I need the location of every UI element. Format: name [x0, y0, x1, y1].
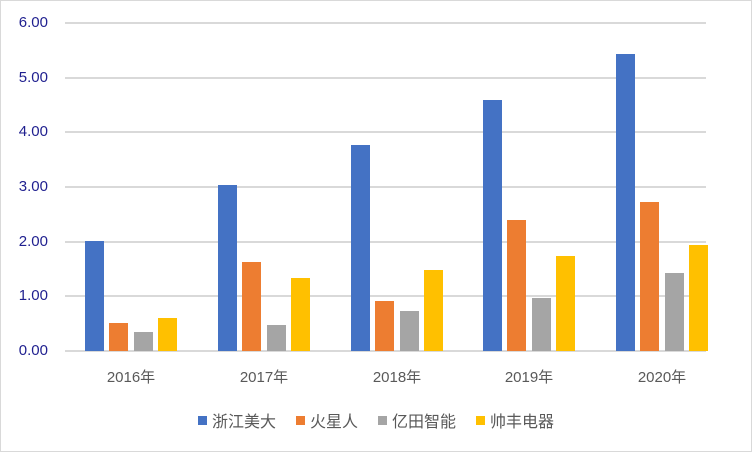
y-tick-label: 2.00 — [18, 232, 48, 250]
bar — [400, 310, 419, 351]
legend-swatch-icon — [378, 415, 387, 425]
legend-item: 亿田智能 — [378, 408, 456, 432]
y-tick-label: 4.00 — [18, 123, 48, 141]
bar — [640, 201, 659, 351]
y-tick-label: 5.00 — [18, 68, 48, 86]
bar — [109, 322, 128, 351]
gridline — [65, 131, 706, 134]
x-tick-label: 2019年 — [504, 369, 554, 386]
y-tick-label: 0.00 — [18, 342, 48, 359]
gridline — [65, 240, 706, 243]
bar — [218, 184, 237, 351]
bar — [242, 262, 261, 351]
bar — [158, 317, 177, 351]
legend-swatch-icon — [295, 415, 305, 425]
bar — [689, 245, 708, 351]
legend-swatch-icon — [197, 415, 207, 425]
y-tick-label: 6.00 — [18, 14, 48, 31]
bar — [507, 220, 526, 351]
x-tick-label: 2018年 — [372, 369, 422, 386]
gridline — [65, 350, 706, 352]
legend: 浙江美大 火星人 亿田智能 帅丰电器 — [0, 408, 752, 432]
legend-label: 亿田智能 — [392, 412, 457, 431]
bar — [616, 53, 635, 351]
gridline — [65, 295, 706, 298]
bar — [424, 269, 443, 351]
y-tick-label: 3.00 — [18, 178, 48, 195]
legend-label: 浙江美大 — [211, 412, 276, 431]
x-tick-label: 2016年 — [106, 369, 156, 386]
legend-swatch-icon — [476, 415, 486, 425]
bar — [351, 144, 370, 351]
bar — [556, 256, 575, 351]
bar — [665, 272, 684, 351]
gridline — [65, 186, 706, 188]
x-tick-label: 2020年 — [637, 369, 687, 386]
x-tick-label: 2017年 — [239, 369, 289, 386]
legend-item: 帅丰电器 — [476, 408, 554, 432]
legend-label: 帅丰电器 — [490, 412, 555, 431]
legend-item: 火星人 — [295, 408, 358, 432]
y-tick-label: 1.00 — [18, 287, 48, 305]
bar — [134, 332, 153, 351]
legend-label: 火星人 — [309, 412, 358, 431]
bar — [291, 278, 310, 351]
gridline — [65, 76, 706, 79]
bar — [483, 99, 502, 351]
bar — [267, 324, 286, 351]
bar — [85, 240, 104, 351]
legend-item: 浙江美大 — [197, 408, 276, 432]
bar — [532, 297, 551, 351]
gridline — [65, 22, 706, 24]
bar — [375, 301, 394, 351]
